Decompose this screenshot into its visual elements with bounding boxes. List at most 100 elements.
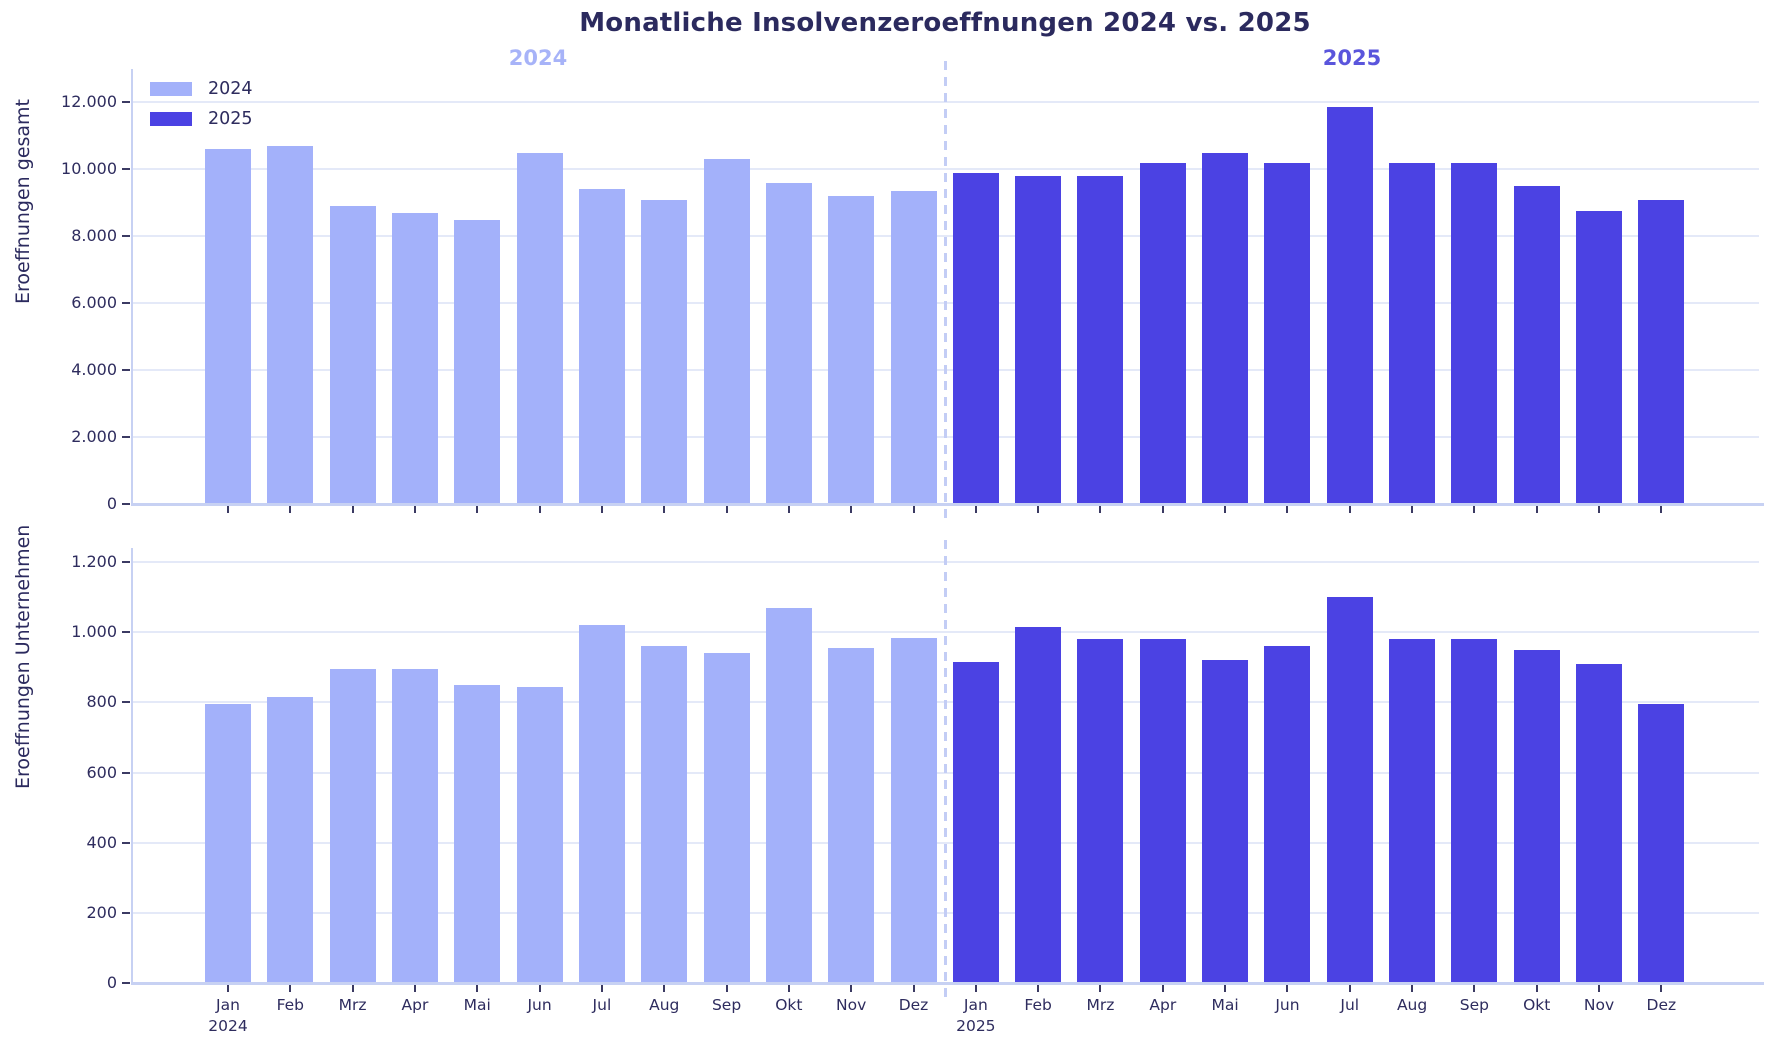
bar-2024-Apr	[391, 669, 438, 984]
y-tick-label: 6.000	[71, 293, 117, 313]
x-tick-label-month: Mrz	[338, 996, 367, 1014]
y-tick-mark	[122, 561, 130, 564]
bar-2024-Jun	[516, 152, 563, 504]
x-tick-mark	[912, 506, 915, 513]
bar-2024-Jan	[205, 149, 251, 504]
bar-2025-Apr	[1139, 639, 1186, 984]
legend-label-2025: 2025	[208, 109, 253, 129]
y-tick-mark	[122, 771, 130, 774]
x-tick-mark	[413, 985, 416, 993]
y-tick-label: 800	[86, 692, 117, 712]
x-tick-mark	[1037, 506, 1040, 513]
bar-2025-Sep	[1451, 639, 1498, 984]
y-tick-mark	[122, 503, 130, 505]
x-tick-label-month: Apr	[1149, 996, 1177, 1014]
bar-2025-Okt	[1513, 649, 1560, 984]
x-tick-mark	[1161, 985, 1164, 993]
bar-2024-Dez	[890, 191, 937, 504]
x-tick-mark	[1535, 985, 1538, 993]
bar-2025-Apr	[1139, 162, 1186, 504]
bar-2024-Aug	[641, 199, 688, 504]
bar-2025-Jun	[1264, 162, 1311, 504]
x-tick-mark	[1348, 506, 1351, 513]
y-tick-label: 2.000	[71, 427, 117, 447]
bar-2025-Mai	[1202, 152, 1249, 504]
bar-2024-Nov	[828, 648, 875, 984]
bar-2024-Sep	[703, 653, 750, 984]
x-tick-label-month: Sep	[711, 996, 742, 1014]
y-axis-spine	[131, 69, 133, 504]
bar-2024-Mrz	[329, 669, 376, 984]
y-tick-label: 600	[86, 762, 117, 782]
x-tick-label-year: 2024	[208, 1017, 248, 1035]
legend-item-2024: 2024	[150, 78, 253, 100]
y-tick-label: 12.000	[61, 92, 117, 112]
x-tick-label-month: Sep	[1459, 996, 1489, 1014]
x-tick-mark	[1099, 985, 1102, 993]
y-tick-label: 0	[106, 494, 117, 513]
bar-2024-Mrz	[329, 206, 376, 504]
x-tick-mark	[850, 506, 853, 513]
x-tick-mark	[1286, 506, 1289, 513]
x-tick-mark	[351, 506, 354, 513]
bar-2025-Mrz	[1077, 639, 1124, 984]
bar-2025-Nov	[1576, 663, 1623, 984]
x-tick-mark	[1411, 985, 1414, 993]
x-tick-label-month: Jan	[963, 996, 988, 1014]
x-tick-label-month: Dez	[1646, 996, 1677, 1014]
x-tick-mark	[289, 506, 292, 513]
bar-2024-Jul	[578, 625, 625, 984]
x-tick-label-month: Nov	[836, 996, 867, 1014]
x-tick-mark	[1660, 506, 1663, 513]
x-tick-label-month: Nov	[1583, 996, 1615, 1014]
x-tick-label-month: Aug	[649, 996, 680, 1014]
x-tick-mark	[663, 506, 666, 513]
x-tick-mark	[725, 985, 728, 993]
legend-swatch-2025-icon	[150, 112, 192, 126]
section-label-2025: 2025	[1322, 46, 1382, 70]
x-tick-mark	[1535, 506, 1538, 513]
x-tick-mark	[912, 985, 915, 993]
bar-2024-Nov	[828, 196, 875, 504]
bar-2025-Aug	[1389, 162, 1436, 504]
year-separator-line	[944, 540, 948, 998]
x-tick-mark	[1598, 506, 1601, 513]
x-tick-mark	[1286, 985, 1289, 993]
bar-2025-Mrz	[1077, 176, 1124, 504]
bar-2024-Okt	[765, 607, 812, 984]
x-tick-mark	[787, 506, 790, 513]
chart-title: Monatliche Insolvenzeroeffnungen 2024 vs…	[579, 8, 1311, 38]
bar-2025-Okt	[1513, 186, 1560, 504]
bar-2025-Jan	[952, 662, 999, 984]
x-tick-mark	[1598, 985, 1601, 993]
x-tick-mark	[1099, 506, 1102, 513]
y-tick-mark	[122, 101, 130, 104]
bar-2024-Jan	[205, 704, 251, 984]
x-axis-line	[131, 982, 1764, 986]
x-tick-mark	[538, 506, 541, 513]
section-label-2024: 2024	[508, 46, 568, 70]
y-tick-label: 0	[106, 973, 117, 993]
y-tick-label: 8.000	[71, 226, 117, 246]
y-tick-mark	[122, 369, 130, 372]
bar-2025-Sep	[1451, 162, 1498, 504]
bar-2024-Mai	[454, 219, 501, 504]
x-tick-label-month: Feb	[276, 996, 305, 1014]
subplot-gesamt: 0 2.000 4.000 6.000 8.000 10.000 12.000	[61, 61, 1764, 518]
bar-2025-Aug	[1389, 639, 1436, 984]
y-tick-mark	[122, 436, 130, 439]
x-tick-mark	[787, 985, 790, 993]
bar-2024-Apr	[391, 212, 438, 504]
x-tick-label-month: Jul	[1340, 996, 1360, 1014]
bar-2024-Jul	[578, 189, 625, 504]
x-tick-label-month: Feb	[1024, 996, 1052, 1014]
x-tick-mark	[289, 985, 292, 993]
x-tick-mark	[227, 506, 229, 513]
x-tick-mark	[600, 506, 603, 513]
x-tick-label-month: Jun	[527, 996, 552, 1014]
x-tick-mark	[538, 985, 541, 993]
legend-swatch-2024-icon	[150, 82, 192, 96]
x-tick-label-month: Mrz	[1086, 996, 1115, 1014]
bar-2024-Sep	[703, 159, 750, 504]
